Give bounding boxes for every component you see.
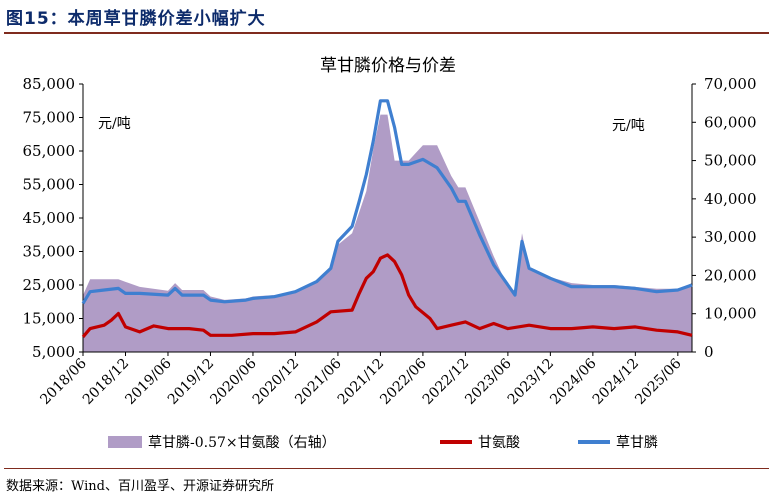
bottom-rule [4, 468, 769, 469]
figure-title: 图15：本周草甘膦价差小幅扩大 [6, 9, 266, 29]
legend-swatch-spread [108, 436, 142, 448]
right-tick-label: 30,000 [704, 228, 757, 246]
left-tick-label: 85,000 [23, 75, 76, 93]
right-tick-label: 10,000 [704, 305, 757, 323]
series-line-glyphosate [81, 99, 693, 305]
right-tick-label: 20,000 [704, 266, 757, 284]
legend: 草甘膦-0.57×甘氨酸（右轴） 甘氨酸 草甘膦 [108, 435, 658, 451]
source-note: 数据来源：Wind、百川盈孚、开源证券研究所 [6, 479, 274, 494]
right-tick-label: 40,000 [704, 190, 757, 208]
top-rule [4, 32, 769, 34]
legend-label-glycine: 甘氨酸 [478, 435, 520, 451]
right-axis-unit: 元/吨 [612, 118, 645, 134]
right-tick-label: 60,000 [704, 113, 757, 131]
left-tick-label: 45,000 [23, 209, 76, 227]
left-tick-label: 55,000 [23, 176, 76, 194]
series-line-glycine [81, 253, 693, 338]
left-tick-label: 25,000 [23, 276, 76, 294]
chart: 草甘膦价格与价差 85,000 75,000 65,000 55,000 45,000 3… [23, 56, 757, 451]
x-tick-label: 2025/06 [632, 355, 685, 408]
left-tick-label: 75,000 [23, 109, 76, 127]
right-tick-label: 70,000 [704, 75, 757, 93]
area-layer [83, 114, 692, 352]
legend-label-glyphosate: 草甘膦 [616, 435, 658, 451]
legend-label-spread: 草甘膦-0.57×甘氨酸（右轴） [148, 435, 336, 451]
left-tick-label: 15,000 [23, 310, 76, 328]
left-tick-label: 35,000 [23, 243, 76, 261]
left-tick-label: 5,000 [32, 343, 75, 361]
left-tick-label: 65,000 [23, 142, 76, 160]
series-area-spread [83, 114, 692, 352]
lines-layer [81, 99, 693, 338]
right-tick-label: 0 [704, 343, 714, 361]
left-axis-unit: 元/吨 [98, 116, 131, 132]
chart-title: 草甘膦价格与价差 [320, 56, 456, 76]
right-tick-label: 50,000 [704, 152, 757, 170]
